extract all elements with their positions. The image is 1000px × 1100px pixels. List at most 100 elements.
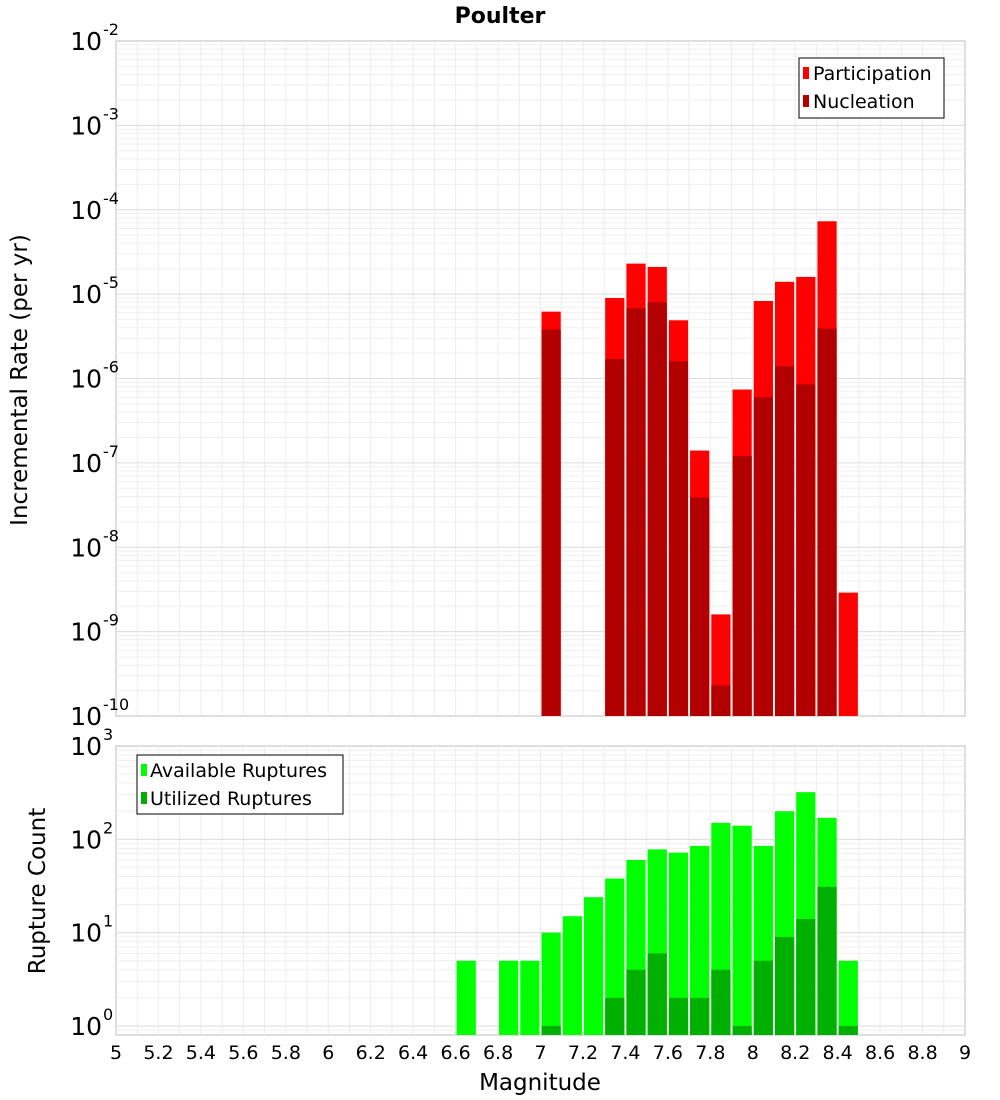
count-y-tick-base: 10 — [70, 919, 102, 948]
rate-bar-b — [541, 329, 561, 716]
count-y-tick-base: 10 — [70, 732, 102, 761]
rate-y-ticks: 10-210-310-410-510-610-710-810-910-10 — [70, 20, 129, 731]
rate-y-tick-base: 10 — [70, 365, 102, 394]
count-y-tick-base: 10 — [70, 825, 102, 854]
rate-y-tick-exp: -10 — [103, 695, 129, 714]
count-y-tick: 10 1 — [70, 912, 113, 948]
rate-y-tick-base: 10 — [70, 27, 102, 56]
count-y-tick-exp: 3 — [103, 725, 113, 744]
x-tick-label: 5.2 — [143, 1042, 173, 1064]
count-bar-b — [753, 960, 773, 1035]
count-bar-b — [838, 1025, 858, 1035]
count-bar-b — [711, 969, 731, 1035]
x-tick-label: 8 — [747, 1042, 759, 1064]
rate-y-tick-base: 10 — [70, 280, 102, 309]
rate-y-tick-exp: -6 — [103, 358, 119, 377]
x-tick-label: 6.4 — [398, 1042, 428, 1064]
x-tick-label: 7 — [534, 1042, 546, 1064]
rate-y-tick: 10 -4 — [70, 189, 119, 225]
count-bar-a — [520, 960, 540, 1035]
x-tick-label: 7.6 — [653, 1042, 683, 1064]
x-axis-label: Magnitude — [479, 1070, 601, 1096]
count-bar-a — [690, 845, 710, 1035]
count-bar-b — [647, 953, 667, 1035]
count-y-tick-exp: 0 — [103, 1005, 113, 1024]
rate-panel: 10-210-310-410-510-610-710-810-910-10 In… — [7, 20, 966, 731]
count-y-tick: 10 3 — [70, 725, 113, 761]
rate-bar-b — [626, 308, 646, 716]
rate-y-tick: 10 -2 — [70, 20, 119, 56]
chart-title: Poulter — [455, 4, 546, 29]
count-bar-b — [774, 936, 795, 1035]
rate-y-tick: 10 -6 — [70, 358, 119, 394]
count-y-tick-base: 10 — [70, 1012, 102, 1041]
count-y-tick-exp: 1 — [103, 912, 113, 931]
rate-y-tick-base: 10 — [70, 702, 102, 731]
rate-y-tick-exp: -8 — [103, 526, 119, 545]
count-y-tick-exp: 2 — [103, 818, 113, 837]
count-bar-b — [732, 1025, 752, 1035]
count-bar-a — [605, 878, 625, 1035]
rate-y-tick-base: 10 — [70, 533, 102, 562]
rate-bars — [541, 221, 858, 716]
rate-y-tick: 10 -7 — [70, 442, 119, 478]
rate-y-tick: 10 -8 — [70, 526, 119, 562]
count-bar-a — [541, 932, 561, 1035]
rate-y-tick-base: 10 — [70, 618, 102, 647]
rate-y-tick-exp: -9 — [103, 611, 119, 630]
rate-y-tick-exp: -7 — [103, 442, 119, 461]
rate-gridlines — [116, 41, 965, 716]
x-tick-label: 8.4 — [823, 1042, 853, 1064]
x-tick-label: 5 — [110, 1042, 122, 1064]
rate-bar-a — [838, 592, 858, 716]
x-tick-label: 8.2 — [780, 1042, 810, 1064]
rate-y-tick-exp: -5 — [103, 273, 119, 292]
x-tick-label: 8.8 — [907, 1042, 937, 1064]
x-tick-label: 6.6 — [440, 1042, 470, 1064]
x-tick-label: 7.8 — [695, 1042, 725, 1064]
x-tick-label: 6 — [322, 1042, 334, 1064]
rate-y-tick: 10 -3 — [70, 104, 119, 140]
rate-y-tick: 10 -9 — [70, 611, 119, 647]
rate-legend: Participation Nucleation — [798, 57, 945, 119]
rate-y-tick-exp: -3 — [103, 104, 119, 123]
legend-label-available: Available Ruptures — [150, 760, 327, 782]
count-y-tick: 10 2 — [70, 818, 113, 854]
count-bar-a — [732, 825, 752, 1035]
count-bar-a — [456, 960, 476, 1035]
x-tick-label: 5.8 — [271, 1042, 301, 1064]
rate-bar-b — [753, 397, 773, 716]
x-tick-label: 6.2 — [356, 1042, 386, 1064]
legend-swatch-utilized — [141, 792, 147, 804]
x-tick-labels: 5 5.2 5.4 5.6 5.8 6 6.2 6.4 6.6 6.8 7 7.2 7.4 7.6 7.8 8… — [110, 1042, 971, 1064]
x-tick-label: 9 — [959, 1042, 971, 1064]
rate-bar-b — [711, 685, 731, 716]
count-bar-b — [796, 919, 816, 1035]
count-legend-box — [136, 754, 344, 815]
count-bar-a — [583, 897, 604, 1035]
rate-bar-b — [605, 359, 625, 716]
count-y-axis-label: Rupture Count — [25, 808, 51, 974]
count-bar-a — [838, 960, 858, 1035]
legend-label-participation: Participation — [813, 63, 932, 85]
rate-bar-b — [668, 361, 689, 716]
rate-bar-b — [690, 497, 710, 716]
count-bar-b — [626, 969, 646, 1035]
count-bar-b — [541, 1025, 561, 1035]
x-tick-label: 8.6 — [865, 1042, 895, 1064]
legend-swatch-participation — [803, 67, 809, 79]
rate-y-axis-label: Incremental Rate (per yr) — [7, 234, 33, 526]
count-bar-b — [817, 886, 837, 1035]
rate-y-tick-base: 10 — [70, 111, 102, 140]
rate-bar-b — [774, 366, 795, 716]
count-y-tick: 10 0 — [70, 1005, 113, 1041]
x-tick-label: 7.4 — [610, 1042, 640, 1064]
x-tick-label: 5.6 — [228, 1042, 258, 1064]
count-legend: Available Ruptures Utilized Ruptures — [136, 754, 344, 815]
count-bar-a — [562, 916, 582, 1035]
rate-bar-b — [796, 384, 816, 716]
rate-bar-b — [647, 302, 667, 716]
count-bars — [456, 792, 858, 1035]
